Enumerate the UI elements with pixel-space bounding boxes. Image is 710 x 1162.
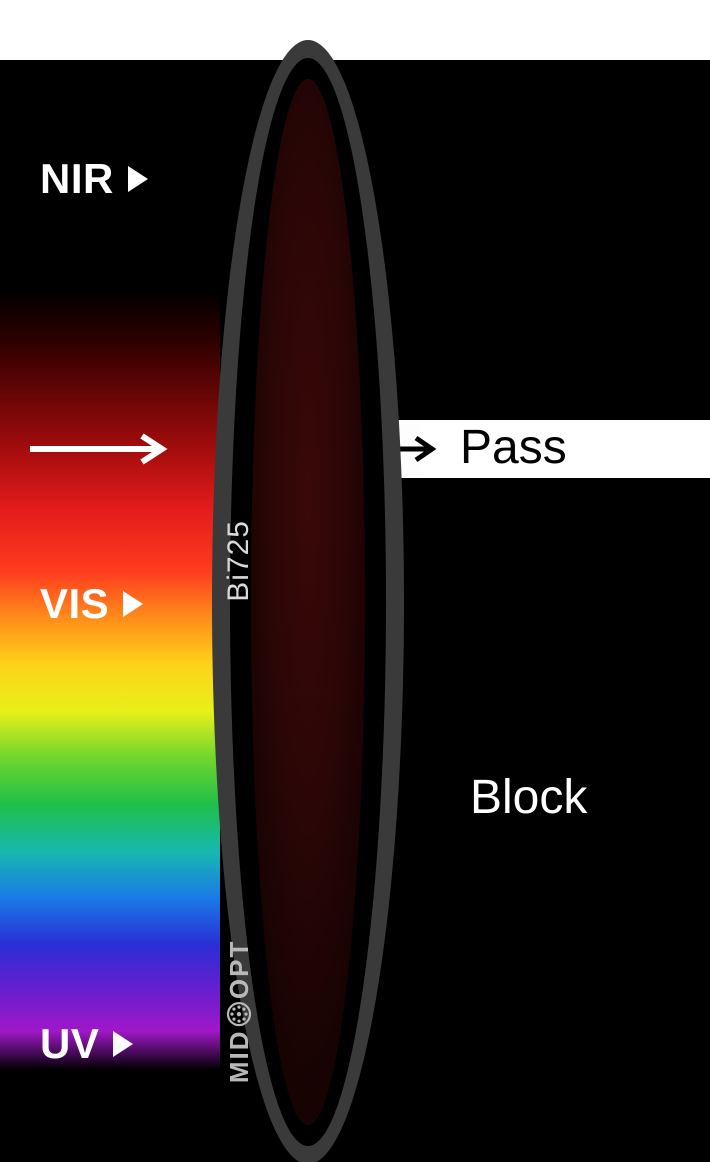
label-vis: VIS	[40, 580, 143, 628]
label-nir-text: NIR	[40, 155, 114, 203]
brand-part-1: MID	[224, 1029, 255, 1083]
pass-label: Pass	[460, 420, 567, 475]
brand-logo: MID OPT	[224, 940, 255, 1083]
diagram-stage: Pass NIR VIS UV Block Bi725 MID	[0, 0, 710, 1162]
brand-part-2: OPT	[224, 940, 255, 999]
triangle-icon	[123, 591, 143, 617]
label-nir: NIR	[40, 155, 148, 203]
brand-logo-icon	[227, 1001, 253, 1027]
triangle-icon	[128, 166, 148, 192]
triangle-icon	[113, 1031, 133, 1057]
label-uv: UV	[40, 1020, 133, 1068]
lens-model-label: Bi725	[222, 520, 256, 602]
label-vis-text: VIS	[40, 580, 109, 628]
right-black-top	[395, 60, 710, 420]
block-label: Block	[470, 770, 587, 825]
lens-glass	[251, 79, 365, 1125]
label-uv-text: UV	[40, 1020, 99, 1068]
spectrum-gradient	[0, 290, 220, 1070]
input-arrow-icon	[30, 432, 180, 466]
